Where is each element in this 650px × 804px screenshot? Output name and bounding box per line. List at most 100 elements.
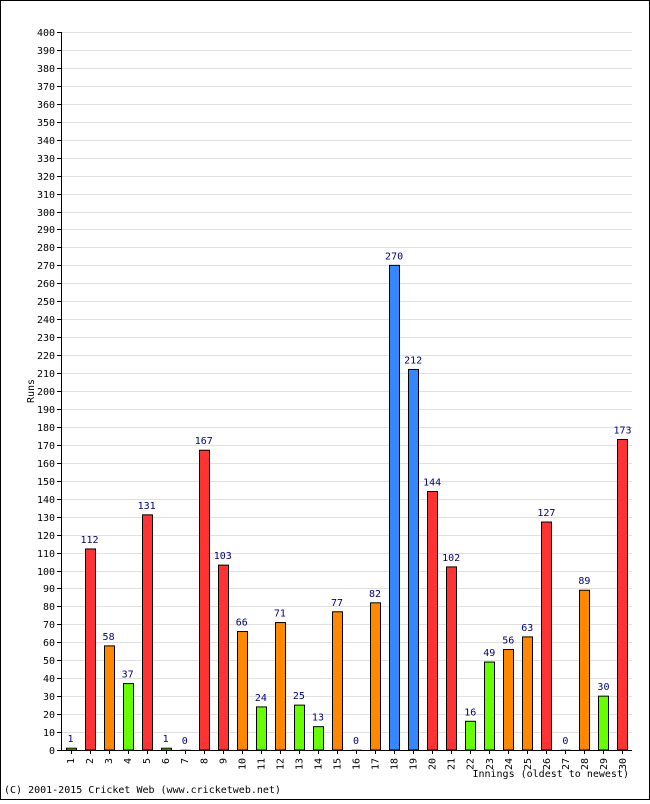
data-label: 127 — [537, 508, 555, 519]
bar — [579, 589, 590, 751]
y-tick-label: 370 — [37, 82, 55, 93]
y-tick-label: 70 — [43, 620, 55, 631]
bar — [351, 749, 362, 750]
bar — [142, 514, 153, 751]
x-tick-label: 1 — [66, 758, 77, 764]
y-tick-label: 0 — [49, 746, 55, 757]
data-label: 37 — [122, 670, 134, 681]
y-tick-label: 360 — [37, 100, 55, 111]
x-tick-label: 12 — [275, 758, 286, 770]
y-tick-label: 80 — [43, 602, 55, 613]
bar — [275, 622, 286, 751]
x-tick-label: 29 — [599, 758, 610, 770]
bar — [370, 602, 381, 751]
bar — [161, 747, 172, 751]
x-tick-label: 8 — [199, 758, 210, 764]
data-label: 103 — [214, 551, 232, 562]
y-axis-ticks: 0 10 20 30 40 50 60 70 80 90 100 110 120 130 140 150 160… — [37, 28, 61, 757]
y-tick-label: 230 — [37, 333, 55, 344]
bar — [104, 645, 115, 751]
x-tick-label: 6 — [161, 758, 172, 764]
y-tick-label: 190 — [37, 405, 55, 416]
bar — [199, 449, 210, 751]
y-tick-label: 220 — [37, 351, 55, 362]
y-tick-label: 260 — [37, 279, 55, 290]
bar — [503, 648, 514, 751]
y-tick-label: 400 — [37, 28, 55, 39]
x-tick-label: 4 — [123, 758, 134, 764]
bar — [427, 491, 438, 751]
bar — [123, 683, 134, 751]
y-tick-label: 330 — [37, 154, 55, 165]
bar — [598, 695, 609, 751]
copyright-notice: (C) 2001-2015 Cricket Web (www.cricketwe… — [4, 785, 281, 796]
y-tick-label: 110 — [37, 549, 55, 560]
bar — [180, 749, 191, 750]
data-label: 212 — [404, 355, 422, 366]
data-label: 1 — [163, 734, 169, 745]
y-tick-label: 170 — [37, 441, 55, 452]
x-tick-label: 30 — [618, 758, 629, 770]
x-tick-label: 22 — [466, 758, 477, 770]
y-tick-label: 290 — [37, 225, 55, 236]
bar — [541, 521, 552, 751]
y-tick-label: 200 — [37, 387, 55, 398]
data-label: 30 — [597, 682, 609, 693]
y-tick-label: 120 — [37, 531, 55, 542]
data-label: 58 — [103, 632, 115, 643]
x-tick-label: 7 — [180, 758, 191, 764]
x-tick-label: 3 — [104, 758, 115, 764]
y-tick-label: 130 — [37, 513, 55, 524]
data-label: 77 — [331, 598, 343, 609]
data-label: 131 — [138, 501, 156, 512]
y-tick-label: 90 — [43, 584, 55, 595]
y-tick-label: 140 — [37, 495, 55, 506]
bar — [237, 631, 248, 751]
y-tick-label: 150 — [37, 477, 55, 488]
y-tick-label: 310 — [37, 190, 55, 201]
bar — [446, 566, 457, 751]
data-label: 173 — [613, 425, 631, 436]
x-tick-label: 11 — [256, 758, 267, 770]
x-tick-label: 18 — [390, 758, 401, 770]
bar — [389, 264, 400, 751]
bars — [66, 264, 628, 751]
data-label: 102 — [442, 553, 460, 564]
y-tick-label: 30 — [43, 692, 55, 703]
data-label: 0 — [353, 736, 359, 747]
bar — [465, 720, 476, 751]
x-tick-label: 9 — [218, 758, 229, 764]
data-label: 270 — [385, 251, 403, 262]
y-axis-title: Runs — [26, 379, 37, 403]
x-tick-label: 13 — [294, 758, 305, 770]
data-label: 13 — [312, 713, 324, 724]
y-tick-label: 320 — [37, 172, 55, 183]
bar — [617, 438, 628, 751]
data-label: 25 — [293, 691, 305, 702]
data-label: 89 — [578, 576, 590, 587]
y-tick-label: 240 — [37, 315, 55, 326]
x-tick-label: 19 — [409, 758, 420, 770]
data-label: 63 — [521, 623, 533, 634]
data-label: 144 — [423, 478, 441, 489]
x-tick-label: 14 — [313, 758, 324, 770]
bar — [522, 636, 533, 751]
y-tick-label: 250 — [37, 297, 55, 308]
x-tick-label: 27 — [561, 758, 572, 770]
y-tick-label: 40 — [43, 674, 55, 685]
data-label: 167 — [195, 436, 213, 447]
data-label: 0 — [182, 736, 188, 747]
data-label: 0 — [562, 736, 568, 747]
data-labels: 1 112 58 37 131 1 0 167 103 66 24 71 25 13 77 0 82 270 212… — [68, 251, 632, 747]
y-tick-label: 210 — [37, 369, 55, 380]
x-tick-label: 28 — [580, 758, 591, 770]
x-tick-label: 23 — [485, 758, 496, 770]
x-tick-label: 25 — [523, 758, 534, 770]
x-tick-label: 17 — [371, 758, 382, 770]
bar — [560, 749, 571, 750]
y-tick-label: 380 — [37, 64, 55, 75]
y-tick-label: 100 — [37, 567, 55, 578]
bar — [332, 611, 343, 751]
gridlines — [61, 32, 632, 733]
